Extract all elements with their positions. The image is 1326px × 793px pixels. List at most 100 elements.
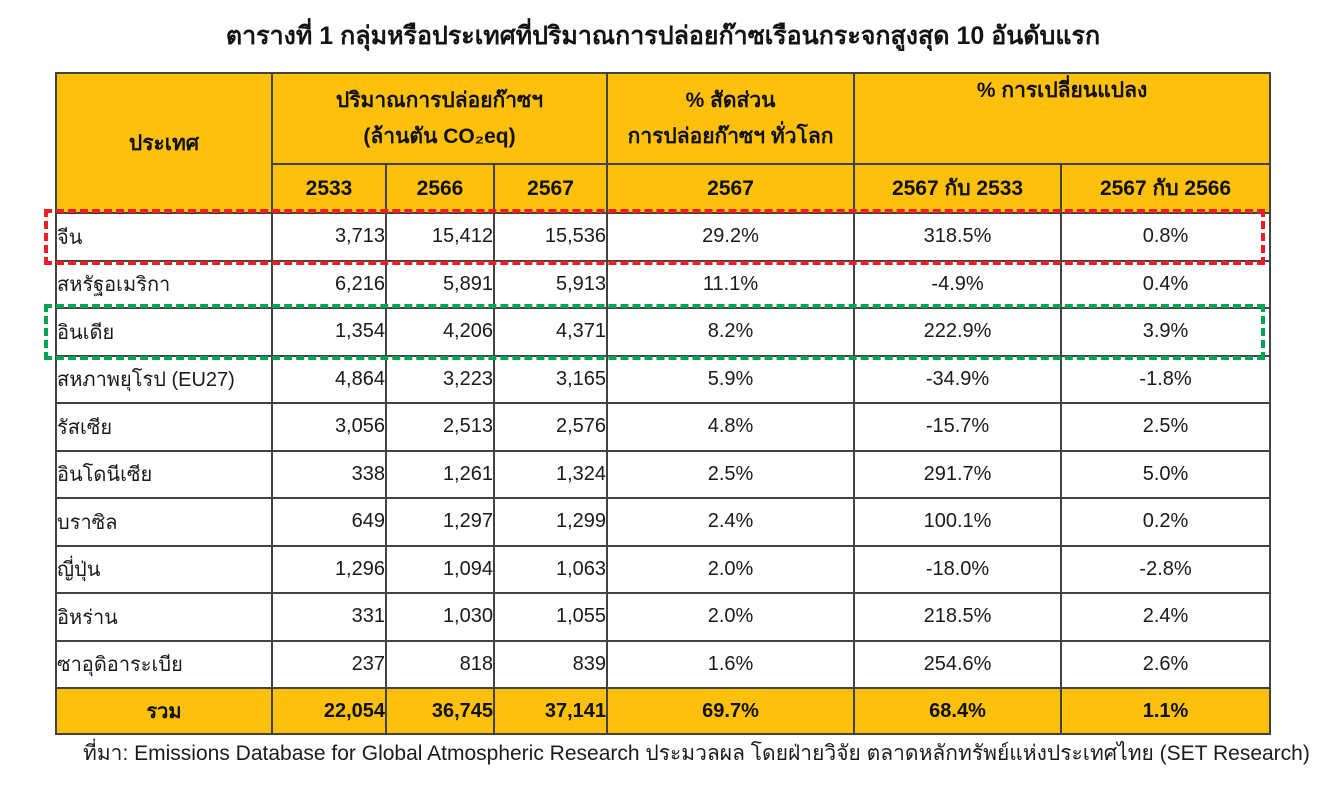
cell-share-2567: 11.1% [606, 259, 856, 309]
cell-change-2567-2533: 222.9% [853, 307, 1063, 357]
cell-change-2567-2566: 0.8% [1060, 212, 1272, 262]
cell-emissions-2533: 3,056 [271, 402, 387, 452]
cell-change-2567-2566: 0.4% [1060, 259, 1272, 309]
cell-emissions-2533: 649 [271, 497, 387, 547]
cell-change-2567-2566: 2.6% [1060, 639, 1272, 689]
table-row: อินเดีย 1,354 4,206 4,371 8.2% 222.9% 3.… [55, 307, 1272, 357]
cell-change-2567-2566: 5.0% [1060, 449, 1272, 499]
total-emissions-2567: 37,141 [492, 687, 609, 735]
table-header: ประเทศ ปริมาณการปล่อยก๊าซฯ (ล้านตัน CO₂e… [55, 72, 1272, 214]
cell-share-2567: 2.0% [606, 544, 856, 594]
column-header-change-group: % การเปลี่ยนแปลง [853, 72, 1272, 165]
cell-country: อินเดีย [55, 307, 273, 357]
cell-share-2567: 1.6% [606, 639, 856, 689]
table-row: จีน 3,713 15,412 15,536 29.2% 318.5% 0.8… [55, 212, 1272, 262]
data-table: ประเทศ ปริมาณการปล่อยก๊าซฯ (ล้านตัน CO₂e… [55, 72, 1272, 735]
cell-change-2567-2533: -4.9% [853, 259, 1063, 309]
cell-country: รัสเซีย [55, 402, 273, 452]
cell-emissions-2567: 1,324 [492, 449, 609, 499]
cell-share-2567: 2.0% [606, 592, 856, 642]
cell-emissions-2567: 3,165 [492, 354, 609, 404]
total-emissions-2533: 22,054 [271, 687, 387, 735]
cell-share-2567: 2.5% [606, 449, 856, 499]
cell-emissions-2567: 1,063 [492, 544, 609, 594]
group-header-row: ประเทศ ปริมาณการปล่อยก๊าซฯ (ล้านตัน CO₂e… [55, 72, 1272, 214]
cell-change-2567-2533: 100.1% [853, 497, 1063, 547]
column-header-year-2566: 2566 [385, 163, 495, 214]
cell-change-2567-2566: -2.8% [1060, 544, 1272, 594]
cell-country: บราซิล [55, 497, 273, 547]
cell-emissions-2566: 1,094 [385, 544, 495, 594]
table-row: ซาอุดิอาระเบีย 237 818 839 1.6% 254.6% 2… [55, 639, 1272, 689]
cell-change-2567-2566: 2.5% [1060, 402, 1272, 452]
total-change-2567-2533: 68.4% [853, 687, 1063, 735]
cell-country: อิหร่าน [55, 592, 273, 642]
share-group-title-line1: % สัดส่วน [685, 88, 776, 112]
cell-change-2567-2566: 0.2% [1060, 497, 1272, 547]
page-title: ตารางที่ 1 กลุ่มหรือประเทศที่ปริมาณการปล… [225, 22, 1101, 50]
cell-change-2567-2566: 2.4% [1060, 592, 1272, 642]
cell-emissions-2533: 237 [271, 639, 387, 689]
emissions-group-title: ปริมาณการปล่อยก๊าซฯ [335, 88, 544, 112]
share-group-title-line2: การปล่อยก๊าซฯ ทั่วโลก [627, 124, 834, 148]
cell-emissions-2566: 15,412 [385, 212, 495, 262]
column-header-change-2567-2533: 2567 กับ 2533 [853, 163, 1063, 214]
cell-share-2567: 5.9% [606, 354, 856, 404]
table-footer: รวม 22,054 36,745 37,141 69.7% 68.4% 1.1… [55, 687, 1272, 735]
table-row: อินโดนีเซีย 338 1,261 1,324 2.5% 291.7% … [55, 449, 1272, 499]
cell-emissions-2533: 338 [271, 449, 387, 499]
cell-share-2567: 29.2% [606, 212, 856, 262]
cell-emissions-2567: 839 [492, 639, 609, 689]
table-row: สหภาพยุโรป (EU27) 4,864 3,223 3,165 5.9%… [55, 354, 1272, 404]
column-header-year-2533: 2533 [271, 163, 387, 214]
cell-emissions-2567: 2,576 [492, 402, 609, 452]
cell-country: จีน [55, 212, 273, 262]
cell-share-2567: 2.4% [606, 497, 856, 547]
cell-change-2567-2533: 218.5% [853, 592, 1063, 642]
table-row: รัสเซีย 3,056 2,513 2,576 4.8% -15.7% 2.… [55, 402, 1272, 452]
column-header-year-2567: 2567 [492, 163, 609, 214]
cell-country: อินโดนีเซีย [55, 449, 273, 499]
cell-emissions-2533: 4,864 [271, 354, 387, 404]
table-row: อิหร่าน 331 1,030 1,055 2.0% 218.5% 2.4% [55, 592, 1272, 642]
cell-country: สหภาพยุโรป (EU27) [55, 354, 273, 404]
table-row: ญี่ปุ่น 1,296 1,094 1,063 2.0% -18.0% -2… [55, 544, 1272, 594]
column-header-change-2567-2566: 2567 กับ 2566 [1060, 163, 1272, 214]
table-body: จีน 3,713 15,412 15,536 29.2% 318.5% 0.8… [55, 212, 1272, 689]
total-change-2567-2566: 1.1% [1060, 687, 1272, 735]
cell-change-2567-2566: -1.8% [1060, 354, 1272, 404]
cell-country: ญี่ปุ่น [55, 544, 273, 594]
column-header-share-2567: 2567 [606, 163, 856, 214]
cell-emissions-2566: 1,030 [385, 592, 495, 642]
cell-emissions-2566: 5,891 [385, 259, 495, 309]
column-header-share-group: % สัดส่วน การปล่อยก๊าซฯ ทั่วโลก [606, 72, 856, 165]
cell-change-2567-2533: 318.5% [853, 212, 1063, 262]
total-row: รวม 22,054 36,745 37,141 69.7% 68.4% 1.1… [55, 687, 1272, 735]
table-row: บราซิล 649 1,297 1,299 2.4% 100.1% 0.2% [55, 497, 1272, 547]
total-label: รวม [55, 687, 273, 735]
column-header-country: ประเทศ [55, 72, 273, 214]
cell-country: สหรัฐอเมริกา [55, 259, 273, 309]
cell-emissions-2533: 6,216 [271, 259, 387, 309]
cell-emissions-2566: 818 [385, 639, 495, 689]
cell-emissions-2533: 3,713 [271, 212, 387, 262]
cell-change-2567-2533: 254.6% [853, 639, 1063, 689]
column-header-emissions-group: ปริมาณการปล่อยก๊าซฯ (ล้านตัน CO₂eq) [270, 72, 609, 165]
cell-share-2567: 4.8% [606, 402, 856, 452]
cell-emissions-2533: 331 [271, 592, 387, 642]
cell-emissions-2533: 1,354 [271, 307, 387, 357]
emissions-group-unit: (ล้านตัน CO₂eq) [363, 124, 516, 148]
cell-emissions-2566: 1,261 [385, 449, 495, 499]
cell-change-2567-2533: 291.7% [853, 449, 1063, 499]
cell-share-2567: 8.2% [606, 307, 856, 357]
source-note: ที่มา: Emissions Database for Global Atm… [83, 742, 1310, 765]
table-row: สหรัฐอเมริกา 6,216 5,891 5,913 11.1% -4.… [55, 259, 1272, 309]
cell-emissions-2566: 2,513 [385, 402, 495, 452]
cell-change-2567-2566: 3.9% [1060, 307, 1272, 357]
cell-change-2567-2533: -34.9% [853, 354, 1063, 404]
cell-emissions-2567: 1,299 [492, 497, 609, 547]
sub-header-row: 2533 2566 2567 2567 2567 กับ 2533 2567 ก… [56, 163, 1272, 214]
cell-change-2567-2533: -18.0% [853, 544, 1063, 594]
total-emissions-2566: 36,745 [385, 687, 495, 735]
